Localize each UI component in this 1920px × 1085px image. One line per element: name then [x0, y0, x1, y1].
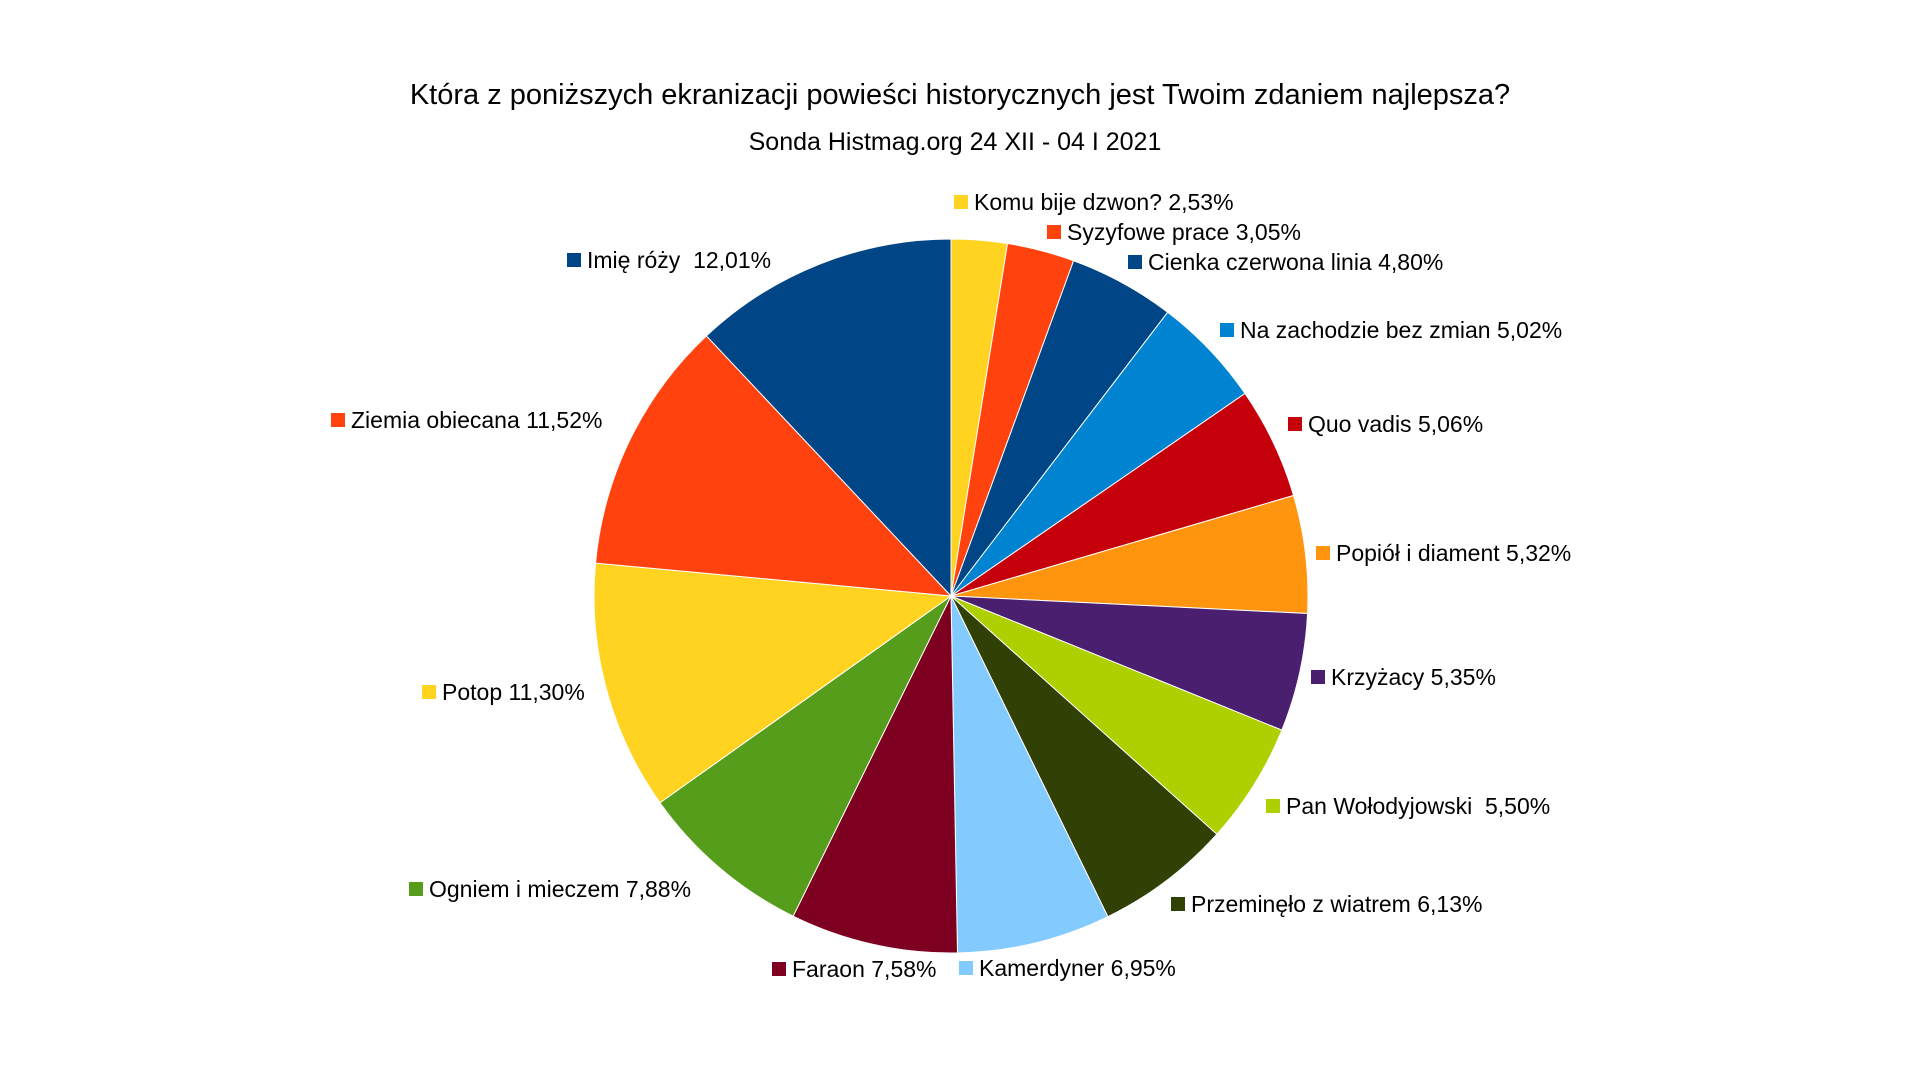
- slice-label-swatch: [1266, 799, 1280, 813]
- slice-label: Imię róży 12,01%: [587, 247, 771, 273]
- slice-label: Komu bije dzwon? 2,53%: [974, 189, 1234, 215]
- slice-label-swatch: [772, 962, 786, 976]
- pie-slices: [593, 238, 1309, 954]
- slice-label: Ziemia obiecana 11,52%: [351, 407, 602, 433]
- slice-label-swatch: [422, 685, 436, 699]
- pie-slice: [950, 595, 1218, 918]
- slice-label-swatch: [954, 195, 968, 209]
- slice-label-swatch: [1128, 255, 1142, 269]
- slice-label: Kamerdyner 6,95%: [979, 955, 1176, 981]
- slice-label-swatch: [331, 413, 345, 427]
- slice-label-swatch: [959, 961, 973, 975]
- slice-label: Pan Wołodyjowski 5,50%: [1286, 793, 1550, 819]
- slice-label: Potop 11,30%: [442, 679, 585, 705]
- slice-label-swatch: [1047, 225, 1061, 239]
- slice-label-swatch: [1288, 417, 1302, 431]
- slice-label: Quo vadis 5,06%: [1308, 411, 1483, 437]
- slice-label: Krzyżacy 5,35%: [1331, 664, 1496, 690]
- pie-slice: [659, 595, 952, 917]
- slice-label: Faraon 7,58%: [792, 956, 936, 982]
- slice-label-swatch: [1311, 670, 1325, 684]
- pie-slice: [792, 595, 959, 954]
- slice-label-swatch: [1316, 546, 1330, 560]
- slice-label-swatch: [409, 882, 423, 896]
- slice-label-swatch: [1171, 897, 1185, 911]
- chart-subtitle: Sonda Histmag.org 24 XII - 04 I 2021: [749, 128, 1162, 156]
- slice-label: Przeminęło z wiatrem 6,13%: [1191, 891, 1482, 917]
- slice-labels: Komu bije dzwon? 2,53% Syzyfowe prace 3,0…: [331, 189, 1571, 982]
- pie-slice: [950, 595, 1109, 954]
- chart-title: Która z poniższych ekranizacji powieści …: [410, 79, 1510, 111]
- slice-label-swatch: [567, 253, 581, 267]
- pie-slice: [594, 335, 953, 597]
- slice-label: Na zachodzie bez zmian 5,02%: [1240, 317, 1562, 343]
- slice-label-swatch: [1220, 323, 1234, 337]
- slice-label: Ogniem i mieczem 7,88%: [429, 876, 691, 902]
- slice-label: Syzyfowe prace 3,05%: [1067, 219, 1301, 245]
- slice-label: Cienka czerwona linia 4,80%: [1148, 249, 1443, 275]
- pie-slice: [705, 238, 952, 598]
- pie-slice: [593, 562, 953, 804]
- slice-label: Popiół i diament 5,32%: [1336, 540, 1571, 566]
